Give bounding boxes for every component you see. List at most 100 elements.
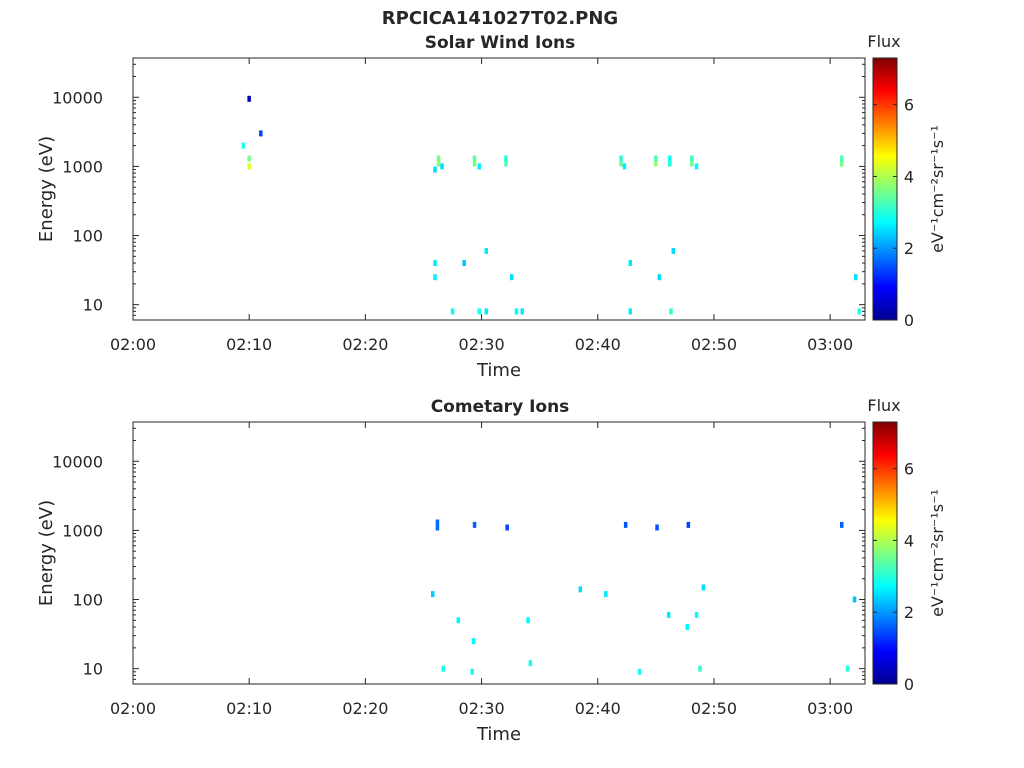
heatmap-cell [505, 524, 509, 531]
heatmap-cell [241, 142, 246, 149]
colorbar-tick-label: 4 [904, 167, 914, 186]
heatmap-cell [690, 160, 694, 167]
x-tick-label: 02:40 [575, 335, 621, 354]
heatmap-cell [247, 155, 251, 162]
x-tick-label: 02:30 [459, 335, 505, 354]
heatmap-cell [435, 519, 440, 526]
spectrogram-cells [431, 519, 857, 675]
heatmap-cell [637, 668, 642, 675]
x-tick-label: 02:20 [342, 335, 388, 354]
heatmap-cell [433, 274, 437, 281]
heatmap-cell [440, 163, 444, 170]
cometary-ions-panel: Cometary Ions 02:00 02:10 02:20 02:30 02:40 0… [36, 396, 947, 745]
x-axis-label: Time [476, 724, 521, 745]
heatmap-cell [698, 665, 702, 672]
heatmap-cell [472, 160, 477, 167]
heatmap-cell [628, 308, 632, 315]
y-tick-label: 1000 [62, 157, 103, 176]
y-tick-label: 10000 [52, 452, 103, 471]
heatmap-cell [619, 160, 623, 167]
heatmap-cell [685, 624, 689, 630]
heatmap-cell [845, 665, 850, 672]
heatmap-cell [654, 160, 658, 167]
y-axis-label: Energy (eV) [36, 500, 57, 606]
x-tick-label: 02:50 [691, 335, 737, 354]
heatmap-cell [528, 660, 533, 667]
heatmap-cell [470, 668, 474, 675]
heatmap-cell [623, 521, 628, 528]
heatmap-cell [436, 160, 441, 167]
x-tick-label: 03:00 [807, 699, 853, 718]
heatmap-cell [840, 160, 844, 167]
colorbar-tick-label: 0 [904, 311, 914, 330]
heatmap-cell [668, 160, 672, 167]
heatmap-cell [694, 163, 699, 170]
heatmap-cell [450, 308, 455, 315]
heatmap-cell [840, 155, 844, 162]
figure-title: RPCICA141027T02.PNG [382, 8, 618, 29]
colorbar-unit-label: eV⁻¹cm⁻²sr⁻¹s⁻¹ [928, 125, 947, 253]
heatmap-cell [852, 596, 857, 603]
colorbar [872, 57, 898, 321]
y-axis-label: Energy (eV) [36, 136, 57, 242]
heatmap-cell [259, 130, 263, 137]
heatmap-cell [471, 638, 476, 645]
plot-frame [132, 57, 866, 321]
heatmap-cell [436, 155, 441, 162]
x-tick-label: 02:10 [226, 699, 272, 718]
colorbar-tick-label: 2 [904, 603, 914, 622]
colorbar [872, 421, 898, 685]
colorbar-tick-label: 6 [904, 460, 914, 479]
colorbar-title: Flux [867, 396, 900, 415]
y-tick-label: 10 [83, 660, 103, 679]
heatmap-cell [477, 163, 481, 170]
heatmap-cell [622, 163, 627, 170]
x-tick-label: 03:00 [807, 335, 853, 354]
solar-wind-ions-panel: Solar Wind Ions 02:00 02:10 02:20 02:30 02:4… [36, 32, 947, 381]
panel-title: Cometary Ions [431, 397, 570, 417]
y-axis-ticks: 10 100 1000 10000 [52, 427, 865, 685]
heatmap-cell [462, 260, 466, 266]
heatmap-cell [433, 166, 437, 173]
heatmap-cell [655, 524, 659, 531]
x-axis-ticks: 02:00 02:10 02:20 02:30 02:40 02:50 03:00 [110, 58, 853, 354]
heatmap-cell [669, 308, 673, 315]
x-tick-label: 02:30 [459, 699, 505, 718]
colorbar-unit-label: eV⁻¹cm⁻²sr⁻¹s⁻¹ [928, 489, 947, 617]
heatmap-cell [857, 308, 861, 315]
heatmap-cell [477, 308, 481, 315]
heatmap-cell [435, 524, 440, 531]
x-tick-label: 02:00 [110, 335, 156, 354]
x-tick-label: 02:00 [110, 699, 156, 718]
heatmap-cell [690, 155, 694, 162]
heatmap-cell [484, 247, 488, 254]
plot-frame [132, 421, 866, 685]
heatmap-cell [701, 584, 706, 591]
heatmap-cell [431, 591, 435, 598]
heatmap-cell [472, 155, 477, 162]
heatmap-cell [247, 95, 251, 102]
heatmap-cell [456, 617, 461, 624]
heatmap-cell [578, 586, 583, 593]
heatmap-cell [671, 247, 675, 254]
heatmap-cell [619, 155, 623, 162]
x-tick-label: 02:20 [342, 699, 388, 718]
heatmap-cell [854, 274, 858, 281]
y-tick-label: 100 [72, 227, 103, 246]
x-axis-label: Time [476, 360, 521, 381]
heatmap-cell [484, 308, 488, 315]
heatmap-cell [694, 611, 699, 618]
x-tick-label: 02:40 [575, 699, 621, 718]
heatmap-cell [840, 521, 844, 528]
y-tick-label: 10 [83, 296, 103, 315]
colorbar-tick-label: 0 [904, 675, 914, 694]
heatmap-cell [657, 274, 662, 281]
heatmap-cell [504, 155, 508, 162]
y-tick-label: 100 [72, 591, 103, 610]
heatmap-cell [433, 260, 437, 266]
heatmap-cell [668, 155, 672, 162]
y-axis-ticks: 10 100 1000 10000 [52, 63, 865, 321]
heatmap-cell [654, 155, 658, 162]
y-tick-label: 10000 [52, 88, 103, 107]
